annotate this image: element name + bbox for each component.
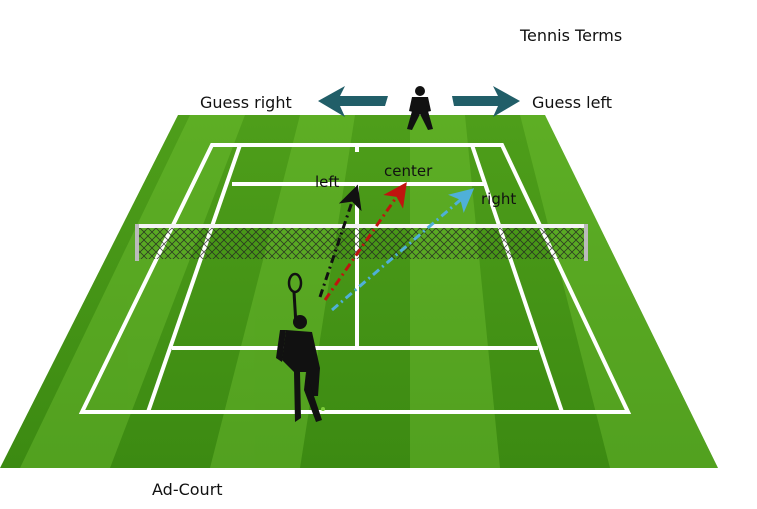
court-lines	[78, 143, 632, 414]
serve-left-label: left	[315, 173, 339, 191]
guess-right-label: Guess right	[200, 93, 292, 112]
serve-right-label: right	[481, 190, 516, 208]
serve-center-label: center	[384, 162, 433, 180]
net	[135, 224, 588, 261]
receiver-player-icon	[407, 86, 433, 130]
guess-left-arrow	[452, 86, 520, 117]
serve-center-arrow	[323, 182, 407, 301]
court-side-label: Ad-Court	[152, 480, 223, 499]
guess-left-label: Guess left	[532, 93, 612, 112]
server-player-icon	[276, 272, 325, 422]
serve-right-arrow	[331, 188, 475, 312]
guess-right-arrow	[318, 86, 388, 117]
page-title: Tennis Terms	[519, 26, 622, 45]
